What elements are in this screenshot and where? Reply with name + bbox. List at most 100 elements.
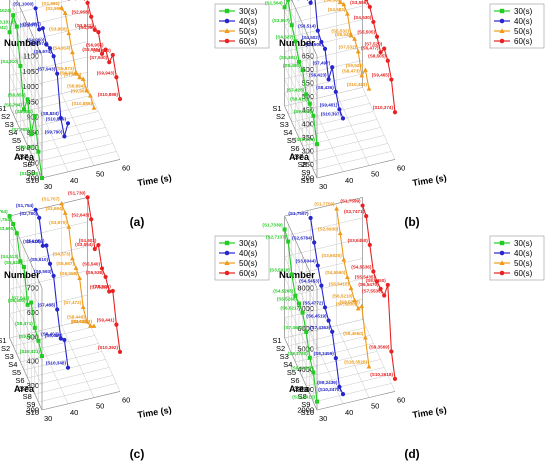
data-point-marker — [55, 307, 59, 311]
data-label: (S10,483) — [347, 82, 368, 87]
data-point-marker — [308, 356, 312, 360]
data-point-marker — [66, 366, 70, 370]
data-point-marker — [334, 356, 338, 360]
data-point-marker — [345, 11, 350, 15]
z-tick-label: 700 — [26, 284, 39, 293]
data-label: (S4,5536) — [351, 265, 372, 270]
data-label: (S5,622) — [4, 260, 22, 265]
data-point-marker — [33, 114, 37, 118]
data-label: (S1,707) — [42, 197, 60, 202]
data-point-marker — [286, 0, 290, 2]
data-point-marker — [66, 121, 70, 125]
data-point-marker — [70, 50, 75, 54]
legend-marker — [225, 241, 229, 245]
data-label: (S7,943) — [38, 67, 56, 72]
data-point-marker — [382, 47, 386, 51]
floor-gridline — [35, 375, 113, 394]
back-wall-gridline — [285, 6, 363, 25]
legend-entry: 60(s) — [239, 37, 258, 46]
data-point-marker — [40, 354, 44, 358]
data-point-marker — [359, 304, 364, 308]
data-point-marker — [341, 392, 345, 396]
floor-gridline — [313, 151, 391, 170]
area-axis-title: Area — [14, 384, 35, 394]
legend-marker — [500, 241, 504, 245]
floor-gridline — [337, 94, 369, 166]
data-label: (S4,960) — [79, 25, 97, 30]
data-label: (S2,6930) — [318, 226, 339, 231]
data-point-marker — [386, 283, 390, 287]
legend-entry: 60(s) — [514, 269, 533, 278]
data-point-marker — [311, 370, 315, 374]
data-point-marker — [283, 5, 287, 9]
data-label: (S3,6450) — [348, 238, 369, 243]
data-point-marker — [308, 102, 312, 106]
data-point-marker — [15, 231, 19, 235]
data-point-marker — [319, 283, 323, 287]
data-label: (S4,603) — [79, 238, 97, 243]
z-tick-label: 1000 — [22, 82, 39, 91]
data-point-marker — [63, 210, 68, 214]
data-label: (S3,557) — [272, 18, 290, 23]
data-point-marker — [34, 6, 38, 10]
data-point-marker — [356, 49, 361, 53]
time-tick-label: 40 — [345, 408, 353, 417]
floor-gridline — [35, 143, 113, 162]
data-point-marker — [48, 262, 52, 266]
data-point-marker — [286, 240, 290, 244]
data-point-marker — [52, 54, 56, 58]
data-point-marker — [52, 274, 56, 278]
data-label: (S9,400) — [294, 109, 312, 114]
data-point-marker — [104, 275, 108, 279]
time-axis-line — [317, 159, 395, 178]
data-label: (S1,7750) — [314, 202, 335, 207]
legend-marker — [225, 39, 230, 44]
data-label: (S4,583) — [328, 7, 346, 12]
data-label: (S10,325) — [295, 137, 316, 142]
legend-entry: 30(s) — [239, 239, 258, 248]
time-axis-title: Time (s) — [137, 173, 172, 188]
legend-entry: 30(s) — [514, 7, 533, 16]
data-point-marker — [41, 26, 45, 30]
data-point-marker — [15, 25, 19, 29]
data-point-marker — [290, 272, 294, 276]
legend-marker — [500, 9, 504, 13]
data-label: (S10,362) — [98, 345, 119, 350]
data-label: (S3,556) — [350, 0, 368, 5]
floor-gridline — [62, 326, 94, 398]
data-label: (S2,7471) — [344, 209, 365, 214]
series-line — [36, 210, 68, 368]
data-point-marker — [341, 257, 346, 261]
data-label: (S8,546) — [93, 284, 111, 289]
data-label: (S10,2415) — [292, 395, 315, 400]
legend-entry: 40(s) — [239, 17, 258, 26]
floor-gridline — [31, 367, 109, 386]
data-label: (S1,942) — [0, 25, 8, 30]
data-point-marker — [70, 256, 75, 260]
data-point-marker — [86, 1, 90, 5]
series-line — [311, 0, 343, 118]
floor-gridline — [38, 151, 116, 170]
data-point-marker — [361, 203, 365, 207]
data-label: (S6,974) — [34, 49, 52, 54]
data-label: (S9,760) — [19, 145, 37, 150]
data-label: (S10,493) — [72, 319, 93, 324]
floor-gridline — [363, 87, 395, 159]
data-label: (S1,754) — [16, 203, 34, 208]
legend-marker — [500, 251, 505, 256]
data-point-marker — [330, 65, 334, 69]
data-label: (S5,481) — [279, 55, 297, 60]
data-label: (S2,780) — [20, 211, 38, 216]
data-label: (S3,5910) — [270, 267, 291, 272]
data-label: (S7,542) — [12, 296, 30, 301]
data-label: (S9,2439) — [317, 380, 338, 385]
data-label: (S9,429) — [45, 333, 63, 338]
z-tick-label: 550 — [301, 79, 314, 88]
data-label: (S10,2475) — [318, 387, 341, 392]
data-point-marker — [89, 217, 93, 221]
data-label: (S1,730) — [68, 190, 86, 195]
data-point-marker — [40, 176, 44, 180]
time-tick-label: 30 — [44, 182, 52, 191]
data-label: (S6,549) — [335, 32, 353, 37]
panel-label: (b) — [404, 215, 419, 229]
